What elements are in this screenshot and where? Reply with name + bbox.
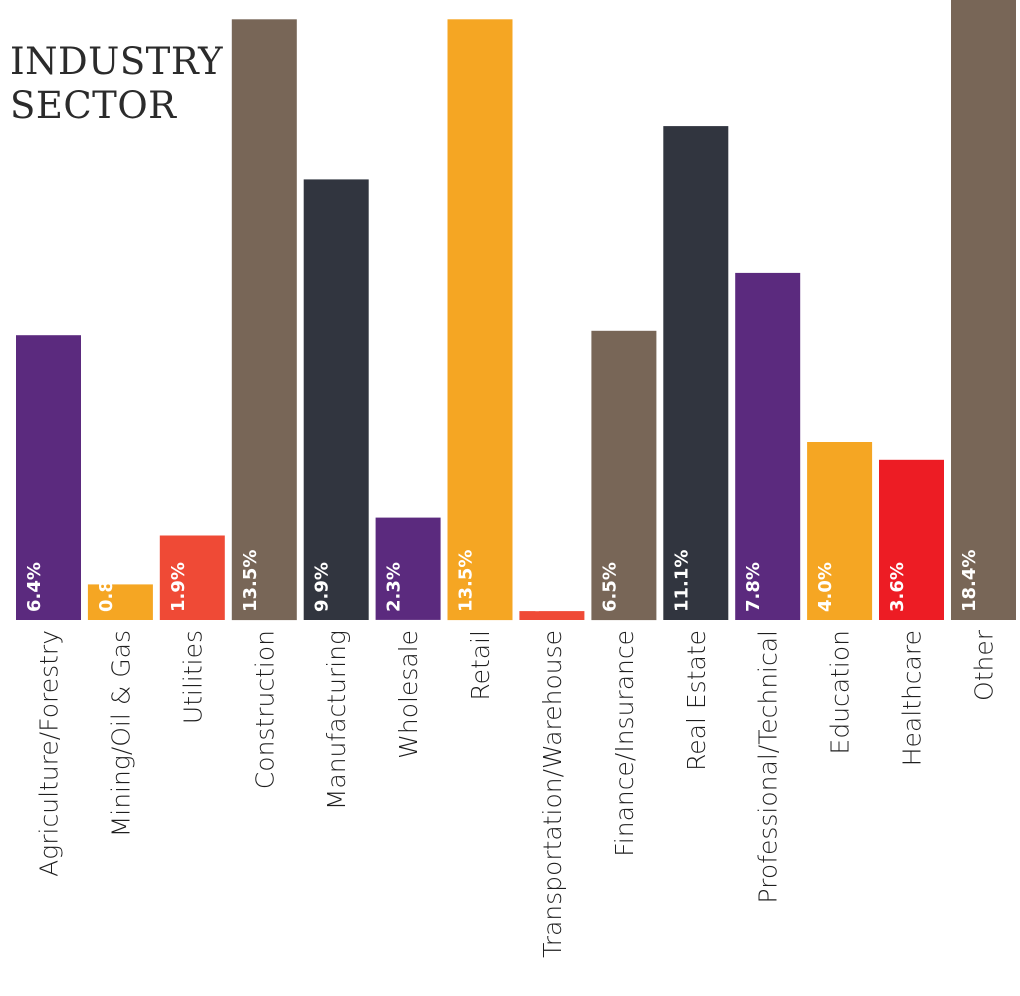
category-label-mining-oil-gas: Mining/Oil & Gas [106,630,135,837]
value-label-education: 4.0% [815,562,836,612]
bar-healthcare [879,459,944,620]
category-label-professional-technical: Professional/Technical [754,630,783,903]
chart-title-line-2: SECTOR [10,84,177,127]
category-label-wholesale: Wholesale [394,630,423,759]
bar-real-estate [663,126,729,620]
category-label-education: Education [826,630,855,754]
bar-finance-insurance [591,330,657,621]
category-label-healthcare: Healthcare [898,630,927,766]
value-label-mining-oil-gas: 0.8% [96,562,117,612]
value-label-retail: 13.5% [456,550,477,612]
bar-retail [447,19,513,621]
value-label-agriculture-forestry: 6.4% [24,562,45,612]
value-label-construction: 13.5% [240,550,261,612]
category-label-utilities: Utilities [178,630,207,724]
value-label-other: 18.4% [959,550,980,612]
category-label-manufacturing: Manufacturing [322,630,351,810]
category-label-retail: Retail [466,630,495,701]
bar-mining-oil-gas [87,584,153,620]
value-label-manufacturing: 9.9% [312,562,333,612]
value-label-real-estate: 11.1% [671,550,692,612]
bar-wholesale [375,517,441,620]
value-label-healthcare: 3.6% [887,562,908,612]
bar-construction [231,19,297,621]
bar-agriculture-forestry [16,335,81,620]
value-label-professional-technical: 7.8% [743,562,764,612]
value-label-utilities: 1.9% [168,562,189,612]
category-label-other: Other [970,629,999,701]
category-label-construction: Construction [250,630,279,789]
category-label-real-estate: Real Estate [682,630,711,771]
bar-utilities [159,535,225,620]
chart-title-line-1: INDUSTRY [10,40,223,83]
category-label-transportation-warehouse: Transportation/Warehouse [538,630,567,958]
bar-transportation-warehouse [519,611,585,620]
category-label-agriculture-forestry: Agriculture/Forestry [35,630,64,877]
bar-education [807,442,873,620]
value-label-finance-insurance: 6.5% [599,562,620,612]
bar-professional-technical [735,272,801,620]
bar-manufacturing [303,179,369,620]
value-label-wholesale: 2.3% [384,562,405,612]
value-label-transportation-warehouse: 0.2% [527,562,548,612]
bars-group: 6.4% Agriculture/Forestry 0.8% Mining/Oil &… [16,0,1016,958]
category-label-finance-insurance: Finance/Insurance [610,630,639,857]
bar-other [951,0,1016,620]
